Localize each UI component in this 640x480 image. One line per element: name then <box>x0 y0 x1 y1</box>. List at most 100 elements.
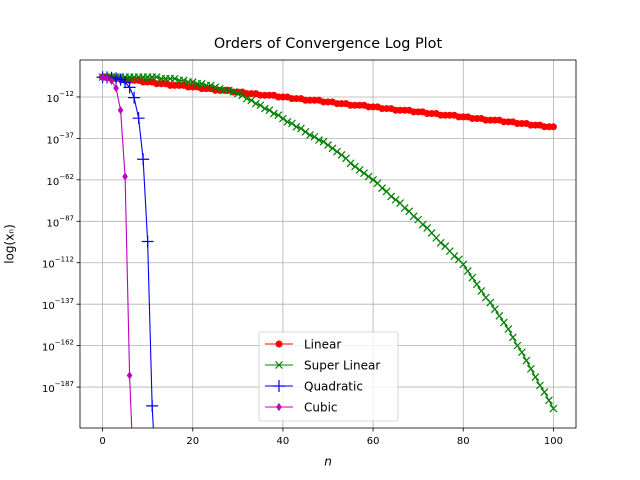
marker <box>513 341 522 350</box>
marker <box>301 127 310 136</box>
x-tick-label: 80 <box>457 436 470 447</box>
marker <box>337 151 346 159</box>
marker <box>387 192 396 201</box>
marker <box>360 169 368 178</box>
marker <box>197 79 206 88</box>
y-tick-label: 10−87 <box>46 214 74 229</box>
x-tick-label: 60 <box>367 436 380 447</box>
marker <box>540 388 549 396</box>
marker <box>418 220 427 229</box>
marker <box>333 147 341 156</box>
marker <box>508 333 517 342</box>
marker <box>233 89 242 98</box>
marker <box>468 273 477 282</box>
marker <box>137 153 150 166</box>
marker <box>126 371 133 380</box>
marker <box>436 238 445 247</box>
marker <box>292 122 301 131</box>
marker <box>355 165 364 174</box>
legend-marker <box>276 402 282 412</box>
marker <box>206 81 215 90</box>
marker <box>99 73 106 82</box>
marker <box>238 91 247 100</box>
marker <box>104 74 110 83</box>
marker <box>278 114 287 123</box>
marker <box>141 235 154 248</box>
marker <box>463 267 472 275</box>
y-tick-label: 10−112 <box>42 256 74 271</box>
marker <box>146 399 159 412</box>
marker <box>123 81 136 94</box>
x-tick-label: 100 <box>544 436 563 447</box>
marker <box>536 381 544 390</box>
y-tick-label: 10−12 <box>46 90 74 105</box>
plot-area <box>96 71 558 428</box>
marker <box>108 76 115 85</box>
marker <box>274 111 283 120</box>
legend-marker <box>275 340 283 348</box>
marker <box>152 73 161 81</box>
y-tick-label: 10−187 <box>42 380 74 395</box>
legend-label: Cubic <box>304 401 338 415</box>
marker <box>319 137 328 146</box>
marker <box>117 106 124 115</box>
marker <box>522 356 531 365</box>
marker <box>283 117 292 126</box>
marker <box>450 252 459 261</box>
marker <box>504 325 513 333</box>
marker <box>265 106 274 115</box>
marker <box>549 404 558 413</box>
legend-label: Quadratic <box>304 380 363 394</box>
marker <box>122 172 128 181</box>
y-tick-label: 10−62 <box>46 173 74 188</box>
marker <box>400 204 409 212</box>
marker <box>351 162 359 171</box>
marker <box>549 123 557 131</box>
marker <box>328 144 337 153</box>
marker <box>369 175 378 184</box>
marker <box>472 280 481 289</box>
marker <box>306 131 314 140</box>
chart-title: Orders of Convergence Log Plot <box>214 36 443 52</box>
axes-frame <box>79 59 577 429</box>
legend-box <box>258 331 399 422</box>
marker <box>229 88 238 96</box>
legend-marker <box>273 380 285 392</box>
marker <box>179 76 188 85</box>
marker <box>251 99 260 108</box>
y-tick-label: 10−162 <box>42 339 74 354</box>
marker <box>128 91 141 104</box>
marker <box>297 124 305 133</box>
marker <box>310 132 319 141</box>
x-tick-label: 40 <box>277 436 290 447</box>
marker <box>477 286 486 295</box>
marker <box>364 172 373 181</box>
marker <box>526 364 535 373</box>
marker <box>260 104 269 113</box>
marker <box>346 159 355 168</box>
marker <box>545 396 553 405</box>
x-tick-label: 0 <box>99 436 105 447</box>
marker <box>256 101 265 110</box>
legend-label: Linear <box>304 338 341 352</box>
marker <box>378 184 387 193</box>
legend-label: Super Linear <box>304 359 380 373</box>
marker <box>132 112 145 125</box>
marker <box>224 86 233 95</box>
marker <box>324 141 332 149</box>
marker <box>170 74 179 83</box>
x-axis-label: n <box>324 455 332 469</box>
marker <box>517 348 526 357</box>
axes: 0 20 40 60 80 100 10−12 10−37 10−62 10−87 10−112 10… <box>42 90 563 447</box>
marker <box>495 311 504 320</box>
marker <box>288 119 296 128</box>
x-tick-label: 20 <box>186 436 199 447</box>
y-tick-label: 10−137 <box>42 297 74 312</box>
marker <box>459 260 468 269</box>
legend: Linear Super Linear Quadratic Cubic <box>258 331 399 422</box>
y-tick-label: 10−37 <box>46 131 74 146</box>
marker <box>269 109 278 118</box>
marker <box>490 305 499 314</box>
marker <box>113 84 119 93</box>
